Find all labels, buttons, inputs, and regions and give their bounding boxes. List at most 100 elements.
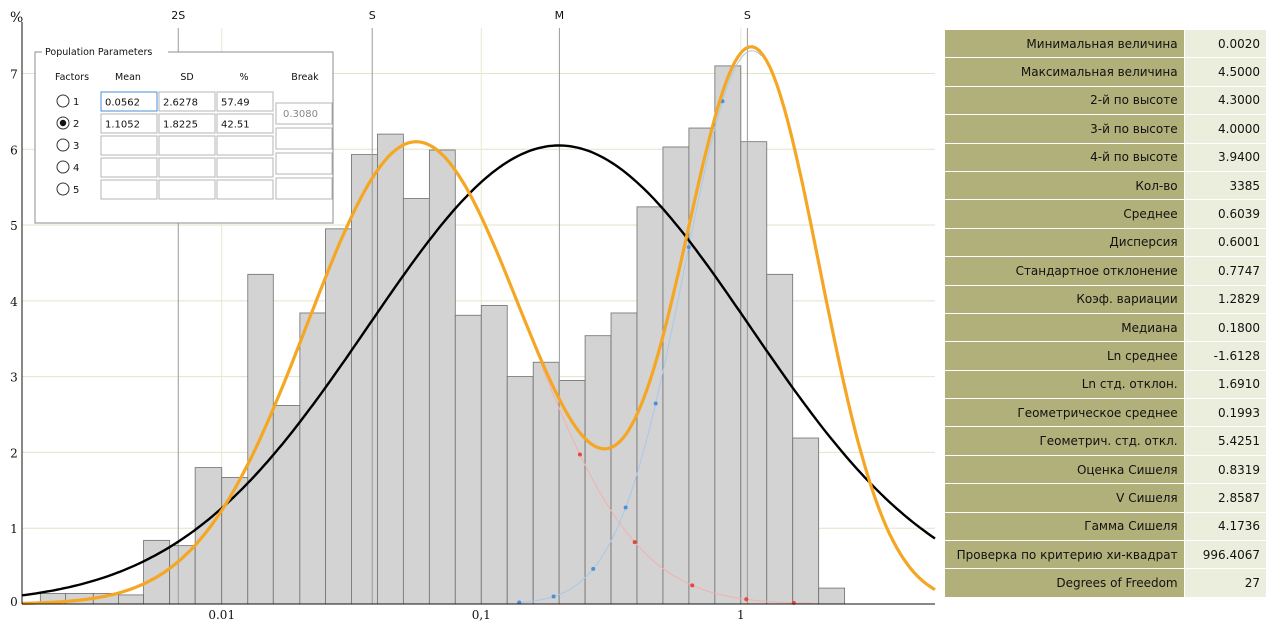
param-field[interactable]	[100, 157, 158, 178]
stat-label: Медиана	[945, 313, 1185, 343]
stat-label: Degrees of Freedom	[945, 568, 1185, 598]
component-1-point	[744, 597, 749, 602]
stat-label: Ln среднее	[945, 341, 1185, 371]
param-field[interactable]	[216, 113, 274, 134]
histogram-bar	[506, 376, 534, 605]
histogram-bar	[377, 133, 404, 605]
stat-value: 0.6001	[1184, 228, 1268, 258]
stat-value: 0.6039	[1184, 199, 1268, 229]
stats-row: 4-й по высоте 3.9400	[945, 143, 1268, 172]
histogram-bar	[272, 405, 301, 605]
stat-label: V Сишеля	[945, 483, 1185, 513]
panel-break-fields[interactable]: 0.3080	[275, 102, 333, 200]
factor-radio[interactable]	[56, 160, 70, 174]
x-tick-label: 0,1	[472, 608, 491, 622]
stats-row: Кол-во 3385	[945, 171, 1268, 201]
histogram-bar	[118, 594, 145, 605]
component-1-point	[632, 540, 637, 545]
histogram-bar	[766, 273, 794, 605]
break-field[interactable]	[275, 152, 333, 175]
histogram-bar	[325, 228, 352, 605]
factor-row: 3	[56, 135, 274, 156]
param-field[interactable]	[100, 91, 158, 112]
component-2-point	[623, 505, 628, 510]
histogram-bar	[428, 149, 456, 605]
stats-row: Ln среднее -1.6128	[945, 341, 1268, 371]
param-field[interactable]	[158, 179, 216, 200]
param-value: 57.49	[221, 98, 250, 109]
param-field[interactable]	[158, 157, 216, 178]
factor-label: 3	[73, 141, 79, 152]
stat-label: Оценка Сишеля	[945, 455, 1185, 485]
y-tick-label: 0	[10, 595, 18, 609]
stats-row: Стандартное отклонение 0.7747	[945, 256, 1268, 286]
stats-row: Минимальная величина 0.0020	[945, 30, 1268, 59]
break-field[interactable]	[275, 127, 333, 150]
component-1-point	[577, 452, 582, 457]
param-field[interactable]	[158, 91, 216, 112]
factor-radio[interactable]	[56, 94, 70, 108]
stat-value: 0.1800	[1184, 313, 1268, 343]
stats-row: Геометрич. стд. откл. 5.4251	[945, 426, 1268, 456]
histogram-bar	[792, 437, 820, 605]
stat-label: Минимальная величина	[945, 30, 1185, 59]
y-axis-unit: %	[10, 10, 23, 26]
stat-value: 4.3000	[1184, 86, 1268, 116]
stat-value: 0.0020	[1184, 30, 1268, 59]
param-value: 1.1052	[105, 120, 140, 131]
top-marker-label: S	[369, 9, 376, 22]
stat-label: Гамма Сишеля	[945, 512, 1185, 542]
param-field[interactable]	[100, 113, 158, 134]
param-field[interactable]	[216, 157, 274, 178]
population-parameters-panel: Population Parameters Factors Mean SD% Brea…	[34, 44, 334, 224]
y-tick-label: 6	[10, 143, 18, 157]
stat-value: -1.6128	[1184, 341, 1268, 371]
factor-row: 2 1.1052 1.8225 42.51	[56, 113, 274, 134]
panel-header: %	[239, 72, 248, 83]
stat-label: 3-й по высоте	[945, 114, 1185, 144]
param-field[interactable]	[216, 91, 274, 112]
param-field[interactable]	[216, 135, 274, 156]
x-tick-label: 0.01	[208, 608, 235, 622]
histogram-bars	[39, 65, 846, 605]
panel-rows[interactable]: 1 0.0562 2.6278 57.49 2 1.1052 1.8225 42.51 3 4 5	[56, 91, 274, 200]
y-tick-label: 3	[10, 371, 18, 385]
histogram-chart: 0 1 2 3 4 5 6 7 0.01 0,1 1 2S S M S % Population Par…	[10, 9, 936, 622]
component-2-point	[591, 566, 596, 571]
x-tick-label: 1	[737, 608, 745, 622]
y-tick-label: 1	[10, 522, 18, 536]
param-field[interactable]	[216, 179, 274, 200]
stat-value: 996.4067	[1184, 540, 1268, 570]
param-field[interactable]	[158, 135, 216, 156]
stat-value: 4.0000	[1184, 114, 1268, 144]
stats-row: V Сишеля 2.8587	[945, 483, 1268, 513]
factor-radio[interactable]	[56, 138, 70, 152]
histogram-bar	[740, 141, 768, 605]
stat-value: 0.8319	[1184, 455, 1268, 485]
component-2-point	[686, 245, 691, 250]
stat-label: Геометрич. стд. откл.	[945, 426, 1185, 456]
component-2-point	[653, 401, 658, 406]
axes	[21, 22, 935, 605]
histogram-bar	[532, 361, 560, 605]
stat-value: 27	[1184, 568, 1268, 598]
break-field[interactable]	[275, 177, 333, 200]
histogram-bar	[480, 304, 508, 605]
statistics-table: Минимальная величина 0.0020 Максимальная в…	[945, 30, 1268, 598]
histogram-bar	[610, 312, 638, 605]
param-field[interactable]	[100, 179, 158, 200]
histogram-bar	[558, 380, 586, 605]
break-value: 0.3080	[283, 109, 318, 120]
fit-curves	[21, 45, 936, 605]
stats-row: Геометрическое среднее 0.1993	[945, 398, 1268, 428]
factor-radio[interactable]	[56, 182, 70, 196]
param-field[interactable]	[158, 113, 216, 134]
panel-header: Mean	[115, 72, 141, 83]
param-field[interactable]	[100, 135, 158, 156]
factor-radio-dot	[59, 119, 67, 127]
stat-label: Стандартное отклонение	[945, 256, 1185, 286]
param-value: 2.6278	[163, 98, 198, 109]
break-field[interactable]	[275, 102, 333, 125]
stats-row: Среднее 0.6039	[945, 199, 1268, 229]
stats-row: Коэф. вариации 1.2829	[945, 285, 1268, 314]
